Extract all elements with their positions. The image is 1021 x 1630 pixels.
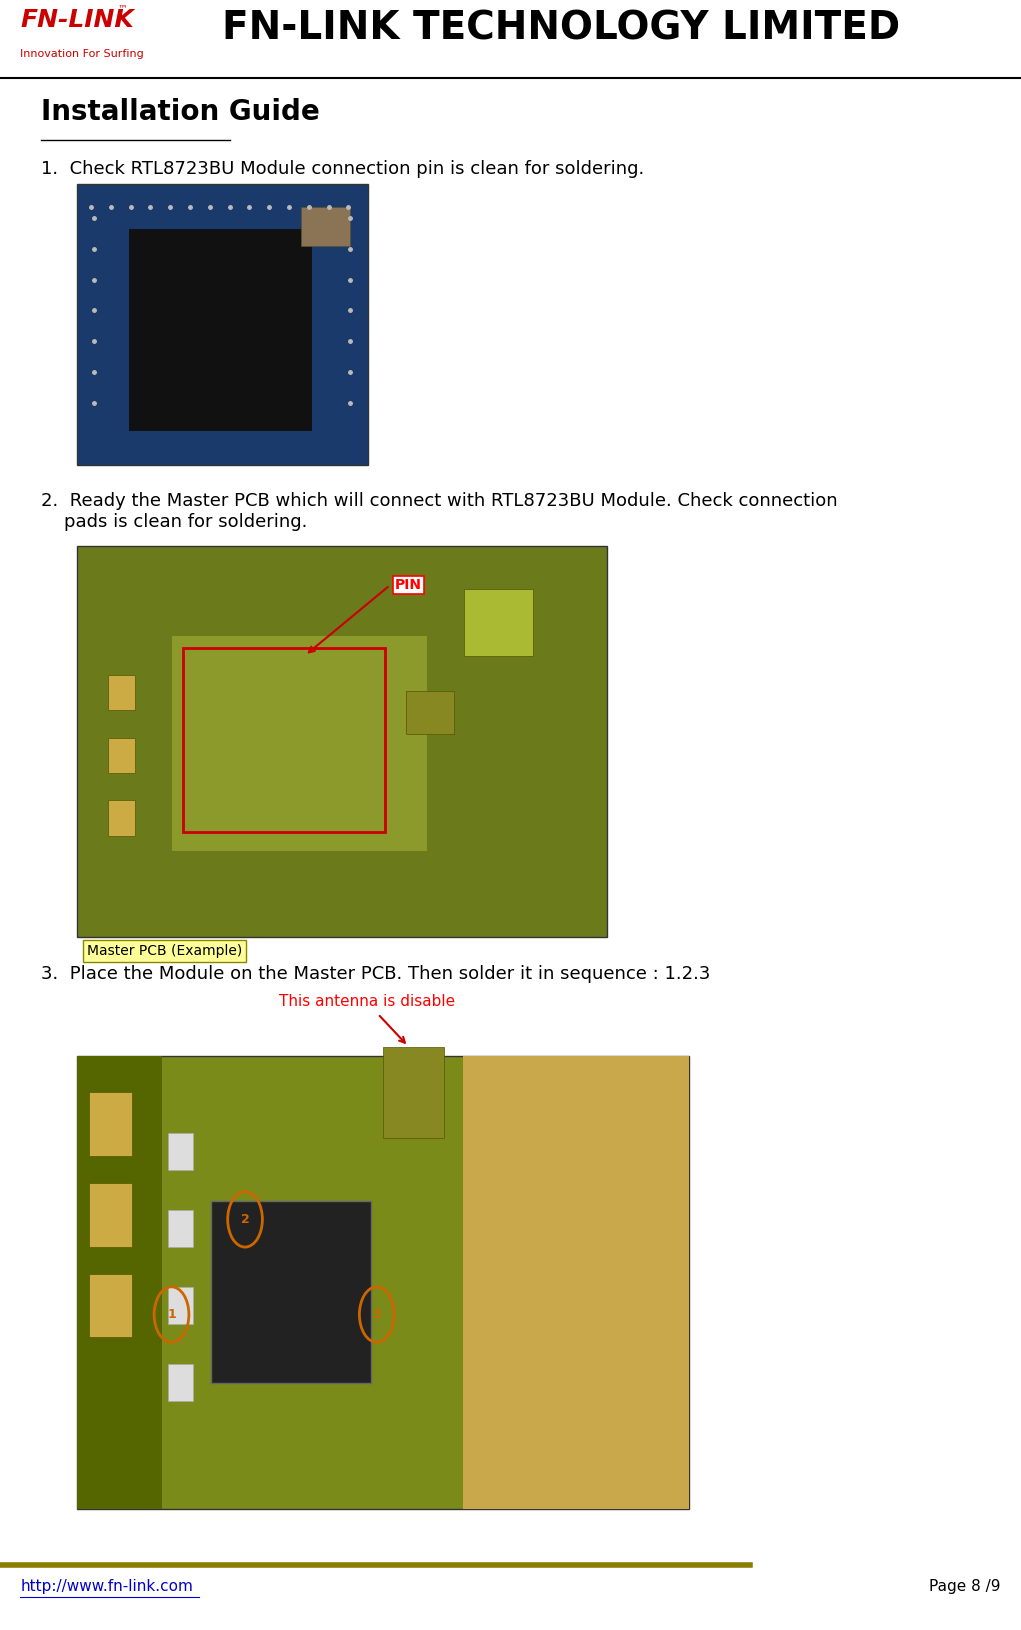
FancyBboxPatch shape (168, 1133, 193, 1170)
FancyBboxPatch shape (108, 675, 135, 711)
Text: FN-LINK TECHNOLOGY LIMITED: FN-LINK TECHNOLOGY LIMITED (223, 10, 901, 47)
Text: Master PCB (Example): Master PCB (Example) (87, 944, 242, 958)
Text: 1: 1 (167, 1307, 176, 1320)
Text: 1.  Check RTL8723BU Module connection pin is clean for soldering.: 1. Check RTL8723BU Module connection pin… (41, 160, 644, 178)
FancyBboxPatch shape (129, 230, 312, 430)
Text: Innovation For Surfing: Innovation For Surfing (20, 49, 144, 59)
FancyBboxPatch shape (173, 636, 427, 851)
Text: Installation Guide: Installation Guide (41, 98, 320, 126)
FancyBboxPatch shape (77, 1056, 162, 1509)
FancyBboxPatch shape (168, 1288, 193, 1324)
Text: 3: 3 (373, 1307, 381, 1320)
FancyBboxPatch shape (77, 184, 368, 465)
FancyBboxPatch shape (405, 691, 453, 734)
Bar (183, 647, 385, 831)
FancyBboxPatch shape (211, 1201, 371, 1382)
Text: FN-LINK: FN-LINK (20, 8, 134, 33)
Text: 2.  Ready the Master PCB which will connect with RTL8723BU Module. Check connect: 2. Ready the Master PCB which will conne… (41, 492, 837, 531)
FancyBboxPatch shape (89, 1183, 132, 1247)
FancyBboxPatch shape (108, 738, 135, 773)
FancyBboxPatch shape (77, 1056, 689, 1509)
FancyBboxPatch shape (108, 800, 135, 836)
FancyBboxPatch shape (300, 207, 350, 246)
FancyBboxPatch shape (77, 546, 607, 937)
FancyBboxPatch shape (168, 1211, 193, 1247)
FancyBboxPatch shape (89, 1092, 132, 1156)
FancyBboxPatch shape (463, 1056, 689, 1509)
Text: This antenna is disable: This antenna is disable (280, 994, 455, 1009)
Text: 3.  Place the Module on the Master PCB. Then solder it in sequence : 1.2.3: 3. Place the Module on the Master PCB. T… (41, 965, 711, 983)
Text: Page 8 /9: Page 8 /9 (929, 1579, 1001, 1594)
Text: 2: 2 (241, 1213, 249, 1226)
FancyBboxPatch shape (168, 1364, 193, 1400)
FancyBboxPatch shape (89, 1273, 132, 1337)
Text: PIN: PIN (395, 579, 422, 592)
Text: ™: ™ (117, 3, 128, 13)
FancyBboxPatch shape (465, 588, 533, 655)
Text: http://www.fn-link.com: http://www.fn-link.com (20, 1579, 193, 1594)
FancyBboxPatch shape (383, 1046, 444, 1138)
